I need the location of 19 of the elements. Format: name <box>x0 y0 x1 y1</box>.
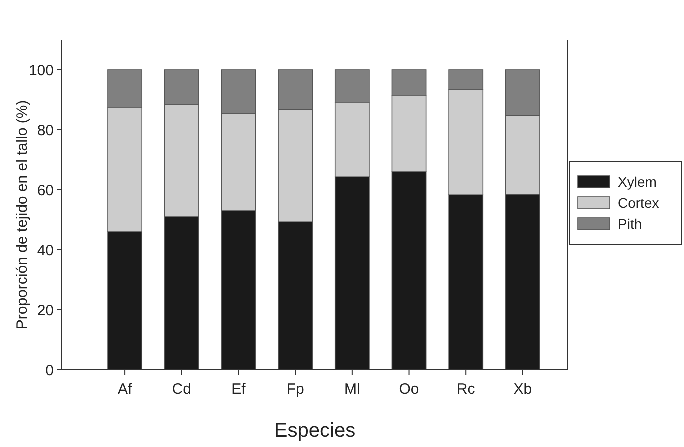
x-tick-label: Ml <box>344 381 360 398</box>
y-tick-label: 100 <box>28 62 54 80</box>
y-tick-label: 80 <box>37 122 54 140</box>
x-tick-label: Oo <box>399 381 420 398</box>
x-tick-label: Ef <box>232 381 247 398</box>
x-tick-label: Cd <box>172 381 192 398</box>
y-tick-label: 20 <box>37 302 54 320</box>
x-tick-label: Xb <box>514 381 532 398</box>
x-tick-label: Fp <box>286 381 304 398</box>
x-axis-title: Especies <box>274 420 356 442</box>
x-tick-label: Af <box>118 381 133 398</box>
legend-label: Pith <box>618 216 642 232</box>
y-tick-label: 40 <box>37 242 54 260</box>
y-axis-title: Proporción de tejido en el tallo (%) <box>14 100 31 330</box>
legend-label: Cortex <box>618 194 660 211</box>
x-tick-label: Rc <box>456 381 476 398</box>
legend-label: Xylem <box>618 174 657 190</box>
y-tick-label: 60 <box>37 182 54 200</box>
y-tick-label: 0 <box>46 362 54 380</box>
